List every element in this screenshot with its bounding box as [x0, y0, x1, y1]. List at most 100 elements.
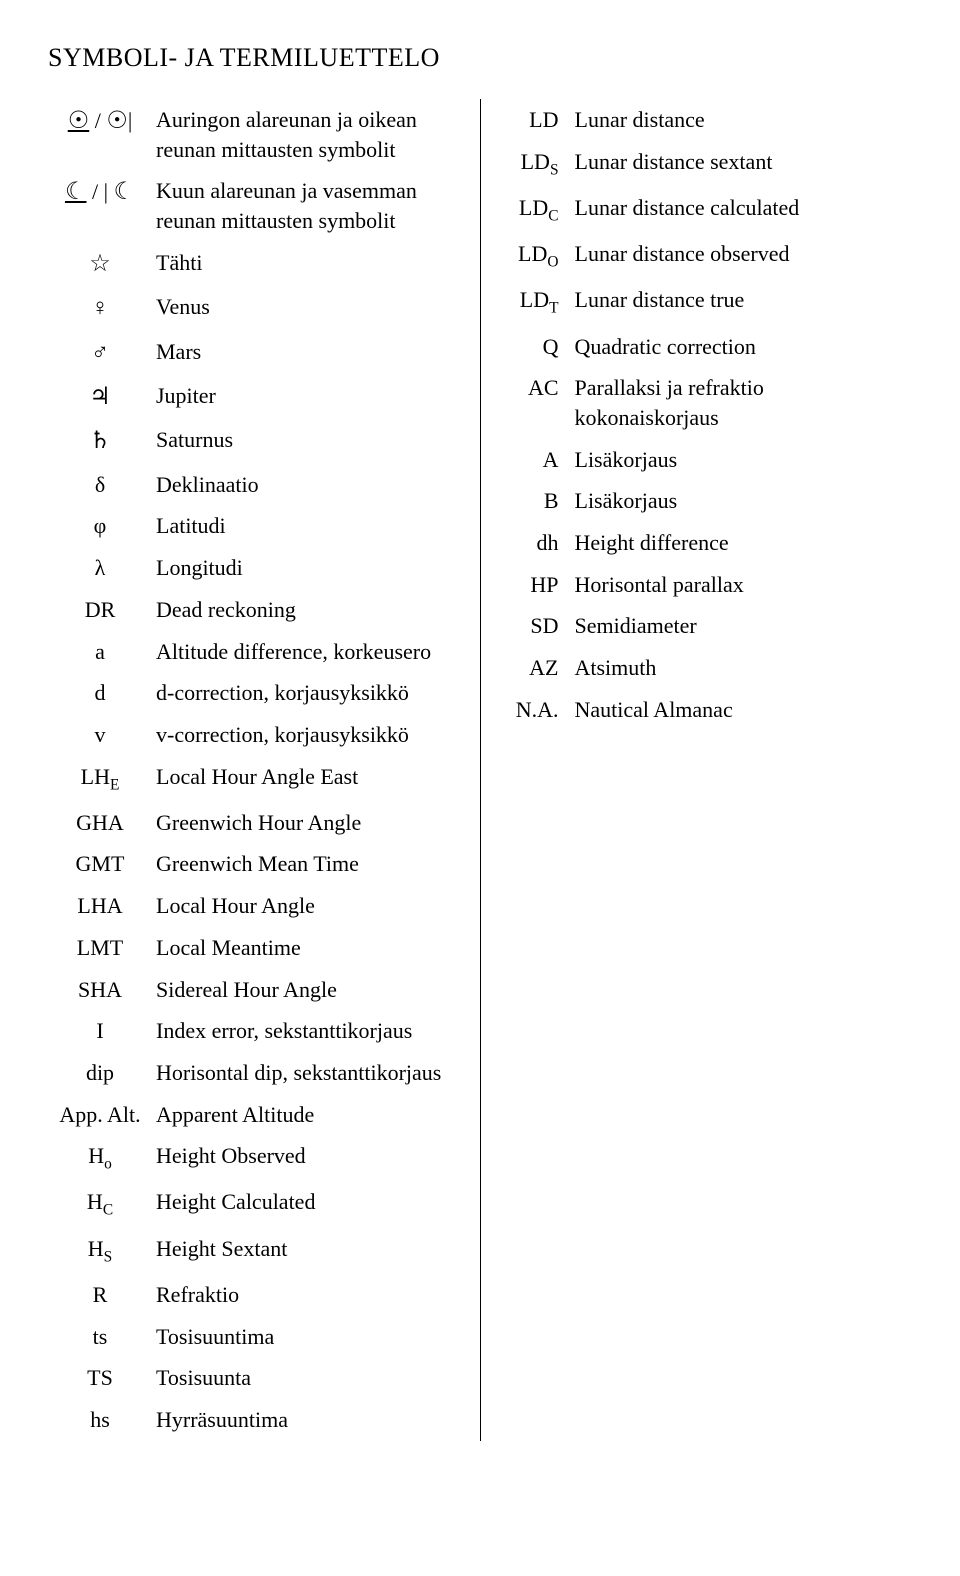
symbol-cell: DR	[48, 589, 152, 631]
description-cell: Deklinaatio	[152, 464, 460, 506]
symbol-cell: B	[501, 480, 571, 522]
table-row: LDOLunar distance observed	[501, 233, 913, 279]
document-title: SYMBOLI- JA TERMILUETTELO	[48, 40, 912, 75]
description-cell: Horisontal dip, sekstanttikorjaus	[152, 1052, 460, 1094]
description-cell: Horisontal parallax	[571, 564, 913, 606]
symbol-cell: Ho	[48, 1135, 152, 1181]
description-cell: Index error, sekstanttikorjaus	[152, 1010, 460, 1052]
symbol-cell: I	[48, 1010, 152, 1052]
symbol-cell: δ	[48, 464, 152, 506]
description-cell: Local Hour Angle	[152, 885, 460, 927]
table-row: LMTLocal Meantime	[48, 927, 460, 969]
table-row: GMTGreenwich Mean Time	[48, 843, 460, 885]
table-row: φLatitudi	[48, 505, 460, 547]
description-cell: Quadratic correction	[571, 326, 913, 368]
table-row: TSTosisuunta	[48, 1357, 460, 1399]
table-row: ACParallaksi ja refraktio kokonaiskorjau…	[501, 367, 913, 438]
description-cell: Longitudi	[152, 547, 460, 589]
symbol-cell: AC	[501, 367, 571, 438]
table-row: DRDead reckoning	[48, 589, 460, 631]
symbol-cell: ts	[48, 1316, 152, 1358]
description-cell: Tosisuuntima	[152, 1316, 460, 1358]
symbol-cell: hs	[48, 1399, 152, 1441]
description-cell: Parallaksi ja refraktio kokonaiskorjaus	[571, 367, 913, 438]
left-column: ☉ / ☉|Auringon alareunan ja oikean reuna…	[48, 99, 481, 1441]
symbol-cell: GHA	[48, 802, 152, 844]
description-cell: Dead reckoning	[152, 589, 460, 631]
description-cell: Lunar distance true	[571, 279, 913, 325]
symbol-cell: GMT	[48, 843, 152, 885]
description-cell: Greenwich Hour Angle	[152, 802, 460, 844]
table-row: ♄Saturnus	[48, 419, 460, 463]
table-row: LDLunar distance	[501, 99, 913, 141]
table-row: LHALocal Hour Angle	[48, 885, 460, 927]
description-cell: Tosisuunta	[152, 1357, 460, 1399]
symbol-cell: HP	[501, 564, 571, 606]
description-cell: Height Sextant	[152, 1228, 460, 1274]
symbol-cell: HS	[48, 1228, 152, 1274]
symbol-cell: SD	[501, 605, 571, 647]
symbol-cell: N.A.	[501, 689, 571, 731]
table-row: LHELocal Hour Angle East	[48, 756, 460, 802]
description-cell: Lunar distance sextant	[571, 141, 913, 187]
table-row: δDeklinaatio	[48, 464, 460, 506]
symbol-cell: LD	[501, 99, 571, 141]
table-row: LDTLunar distance true	[501, 279, 913, 325]
symbol-cell: App. Alt.	[48, 1094, 152, 1136]
symbol-cell: LDT	[501, 279, 571, 325]
symbol-cell: d	[48, 672, 152, 714]
table-row: BLisäkorjaus	[501, 480, 913, 522]
table-row: ALisäkorjaus	[501, 439, 913, 481]
table-row: AZAtsimuth	[501, 647, 913, 689]
description-cell: Saturnus	[152, 419, 460, 463]
symbol-cell: TS	[48, 1357, 152, 1399]
description-cell: Local Hour Angle East	[152, 756, 460, 802]
description-cell: Greenwich Mean Time	[152, 843, 460, 885]
table-row: dhHeight difference	[501, 522, 913, 564]
symbol-cell: φ	[48, 505, 152, 547]
symbol-cell: dh	[501, 522, 571, 564]
symbol-cell: A	[501, 439, 571, 481]
description-cell: Semidiameter	[571, 605, 913, 647]
symbol-cell: λ	[48, 547, 152, 589]
description-cell: Atsimuth	[571, 647, 913, 689]
description-cell: Height Calculated	[152, 1181, 460, 1227]
symbol-cell: ♄	[48, 419, 152, 463]
table-row: HSHeight Sextant	[48, 1228, 460, 1274]
table-row: HoHeight Observed	[48, 1135, 460, 1181]
table-row: App. Alt.Apparent Altitude	[48, 1094, 460, 1136]
symbol-cell: LMT	[48, 927, 152, 969]
table-row: vv-correction, korjausyksikkö	[48, 714, 460, 756]
table-row: RRefraktio	[48, 1274, 460, 1316]
symbol-cell: a	[48, 631, 152, 673]
table-row: ♀Venus	[48, 286, 460, 330]
symbol-cell: Q	[501, 326, 571, 368]
description-cell: Mars	[152, 331, 460, 375]
symbol-cell: LDS	[501, 141, 571, 187]
description-cell: Apparent Altitude	[152, 1094, 460, 1136]
description-cell: Tähti	[152, 242, 460, 286]
table-row: LDCLunar distance calculated	[501, 187, 913, 233]
table-row: tsTosisuuntima	[48, 1316, 460, 1358]
description-cell: Jupiter	[152, 375, 460, 419]
table-row: aAltitude difference, korkeusero	[48, 631, 460, 673]
symbol-cell: SHA	[48, 969, 152, 1011]
table-row: QQuadratic correction	[501, 326, 913, 368]
table-row: λLongitudi	[48, 547, 460, 589]
description-cell: Kuun alareunan ja vasemman reunan mittau…	[152, 170, 460, 241]
two-column-layout: ☉ / ☉|Auringon alareunan ja oikean reuna…	[48, 99, 912, 1441]
symbol-cell: HC	[48, 1181, 152, 1227]
description-cell: Auringon alareunan ja oikean reunan mitt…	[152, 99, 460, 170]
description-cell: d-correction, korjausyksikkö	[152, 672, 460, 714]
right-table: LDLunar distanceLDSLunar distance sextan…	[501, 99, 913, 730]
table-row: LDSLunar distance sextant	[501, 141, 913, 187]
symbol-cell: R	[48, 1274, 152, 1316]
symbol-cell: AZ	[501, 647, 571, 689]
description-cell: Lunar distance observed	[571, 233, 913, 279]
table-row: HPHorisontal parallax	[501, 564, 913, 606]
right-column: LDLunar distanceLDSLunar distance sextan…	[481, 99, 913, 1441]
table-row: N.A.Nautical Almanac	[501, 689, 913, 731]
description-cell: Lisäkorjaus	[571, 480, 913, 522]
table-row: ♃Jupiter	[48, 375, 460, 419]
symbol-cell: LDO	[501, 233, 571, 279]
